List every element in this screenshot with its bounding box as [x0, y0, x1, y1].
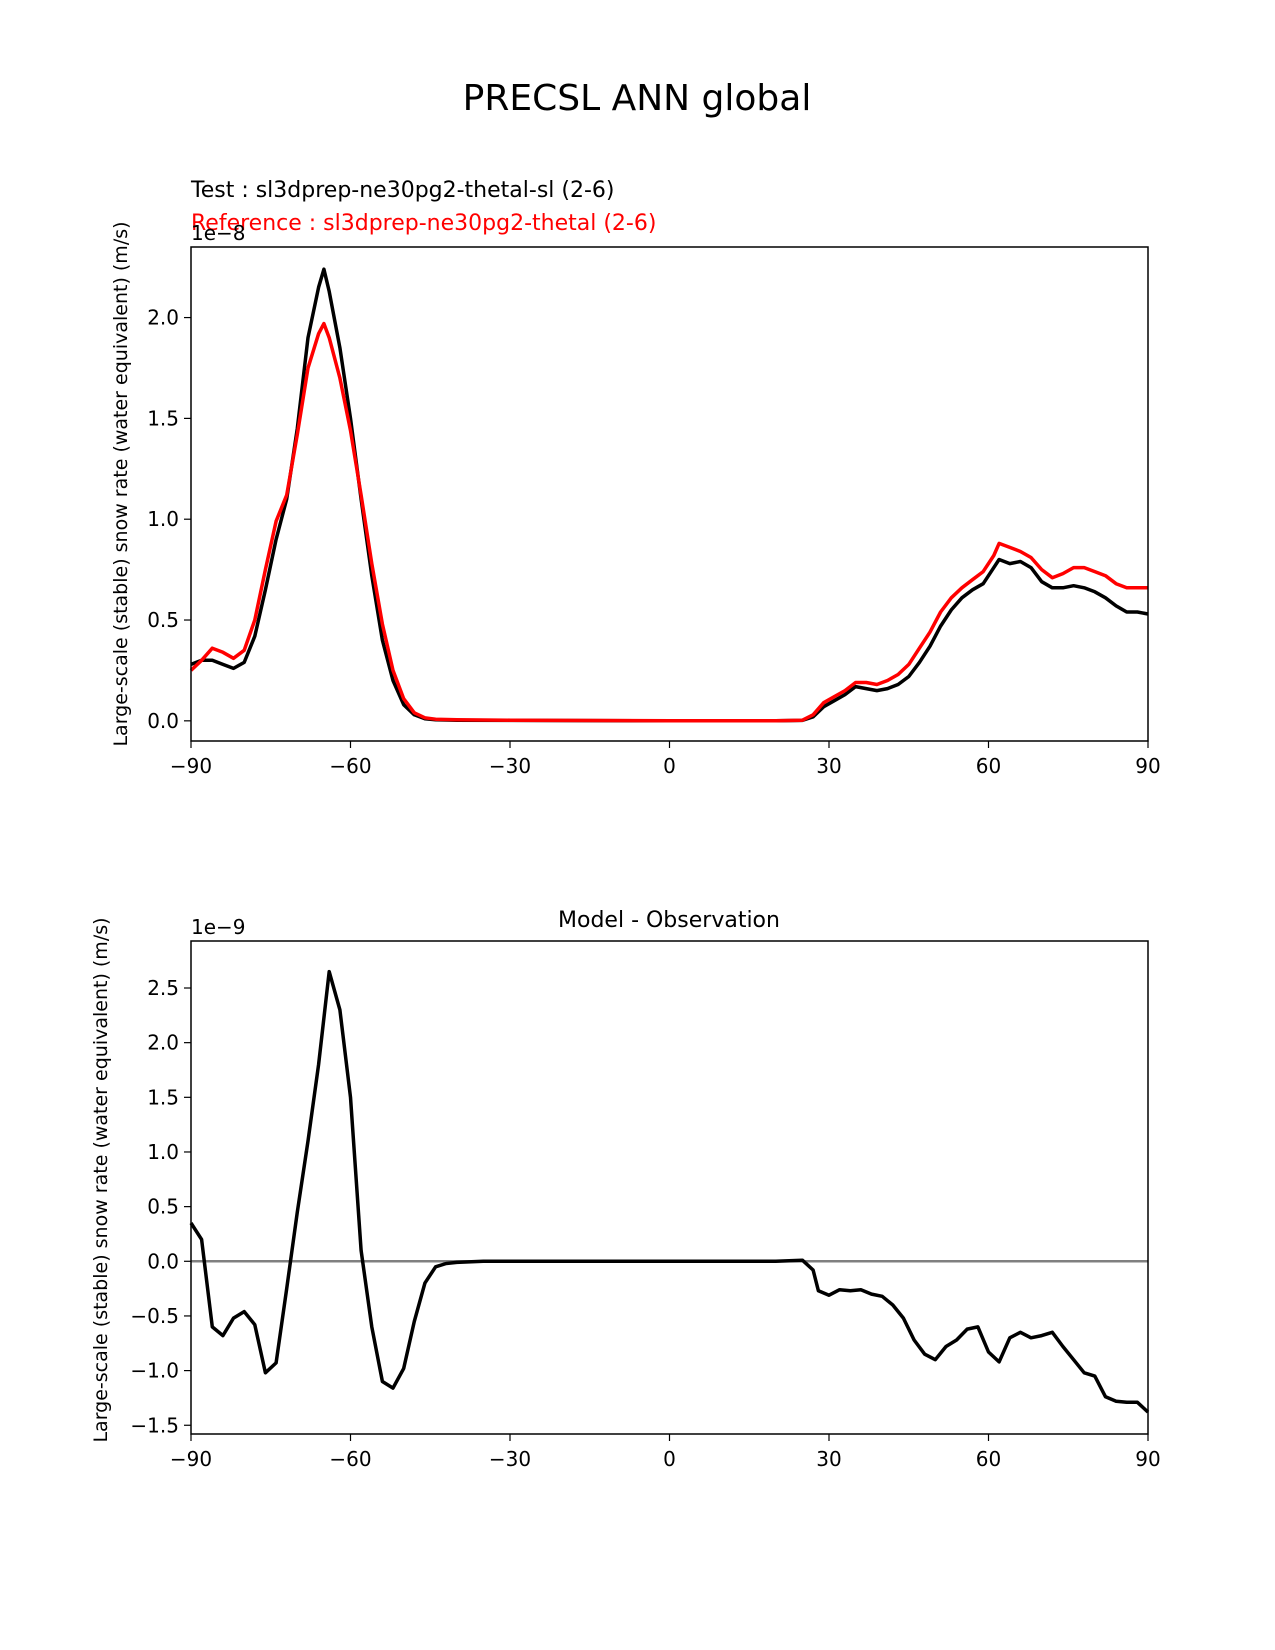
bottom-ytick-label: 0.5	[147, 1195, 179, 1219]
bottom-ytick-label: −0.5	[130, 1304, 179, 1328]
top-ytick-label: 2.0	[147, 306, 179, 330]
ylabel-bottom: Large-scale (stable) snow rate (water eq…	[90, 917, 112, 1442]
top-series	[189, 267, 1149, 723]
test-series-line	[190, 267, 1149, 723]
bottom-plot-frame	[190, 940, 1149, 1435]
bottom-xtick-label: 0	[663, 1447, 676, 1471]
reference-label: Reference : sl3dprep-ne30pg2-thetal (2-6…	[191, 211, 656, 236]
bottom-ticks: −90 −60 −30 0 30 60 90 −1.5 −1.0 −0.5 0.0 0.5 1.0 1.5…	[130, 976, 1160, 1471]
top-plot-frame	[190, 246, 1149, 742]
top-xtick-label: 30	[816, 754, 841, 778]
top-xtick-label: 90	[1135, 754, 1160, 778]
scale-label-bottom: 1e−9	[191, 915, 246, 939]
top-xtick-label: −90	[170, 754, 212, 778]
bottom-ytick-label: 1.5	[147, 1085, 179, 1109]
top-ytick-label: 0.5	[147, 608, 179, 632]
bottom-ytick-label: 2.5	[147, 976, 179, 1000]
bottom-xtick-label: −60	[329, 1447, 371, 1471]
bottom-ytick-label: 1.0	[147, 1140, 179, 1164]
top-xtick-label: 0	[663, 754, 676, 778]
bottom-xtick-label: 90	[1135, 1447, 1160, 1471]
scale-label-top: 1e−8	[191, 221, 246, 245]
top-ytick-label: 0.0	[147, 709, 179, 733]
bottom-series	[189, 969, 1150, 1414]
bottom-ytick-label: 2.0	[147, 1031, 179, 1055]
bottom-xtick-label: 60	[976, 1447, 1001, 1471]
bottom-ytick-label: −1.0	[130, 1359, 179, 1383]
top-ytick-label: 1.0	[147, 507, 179, 531]
bottom-ytick-label: 0.0	[147, 1249, 179, 1273]
top-xtick-label: −60	[329, 754, 371, 778]
ylabel-top: Large-scale (stable) snow rate (water eq…	[110, 221, 132, 746]
bottom-xtick-label: 30	[816, 1447, 841, 1471]
bottom-xtick-label: −90	[170, 1447, 212, 1471]
top-panel: Test : sl3dprep-ne30pg2-thetal-sl (2-6) …	[110, 178, 1161, 778]
bottom-xtick-label: −30	[489, 1447, 531, 1471]
figure-title: PRECSL ANN global	[463, 78, 812, 119]
reference-series-line	[189, 321, 1148, 723]
bottom-panel: Model - Observation 1e−9 Large-scale (st…	[90, 908, 1161, 1471]
top-xtick-label: −30	[489, 754, 531, 778]
top-ticks: −90 −60 −30 0 30 60 90 0.0 0.5 1.0 1.5 2.0	[147, 306, 1161, 778]
test-label: Test : sl3dprep-ne30pg2-thetal-sl (2-6)	[190, 178, 615, 203]
top-xtick-label: 60	[976, 754, 1001, 778]
bottom-title: Model - Observation	[558, 908, 780, 933]
top-ytick-label: 1.5	[147, 406, 179, 430]
difference-series-line	[189, 969, 1150, 1414]
bottom-ytick-label: −1.5	[130, 1413, 179, 1437]
